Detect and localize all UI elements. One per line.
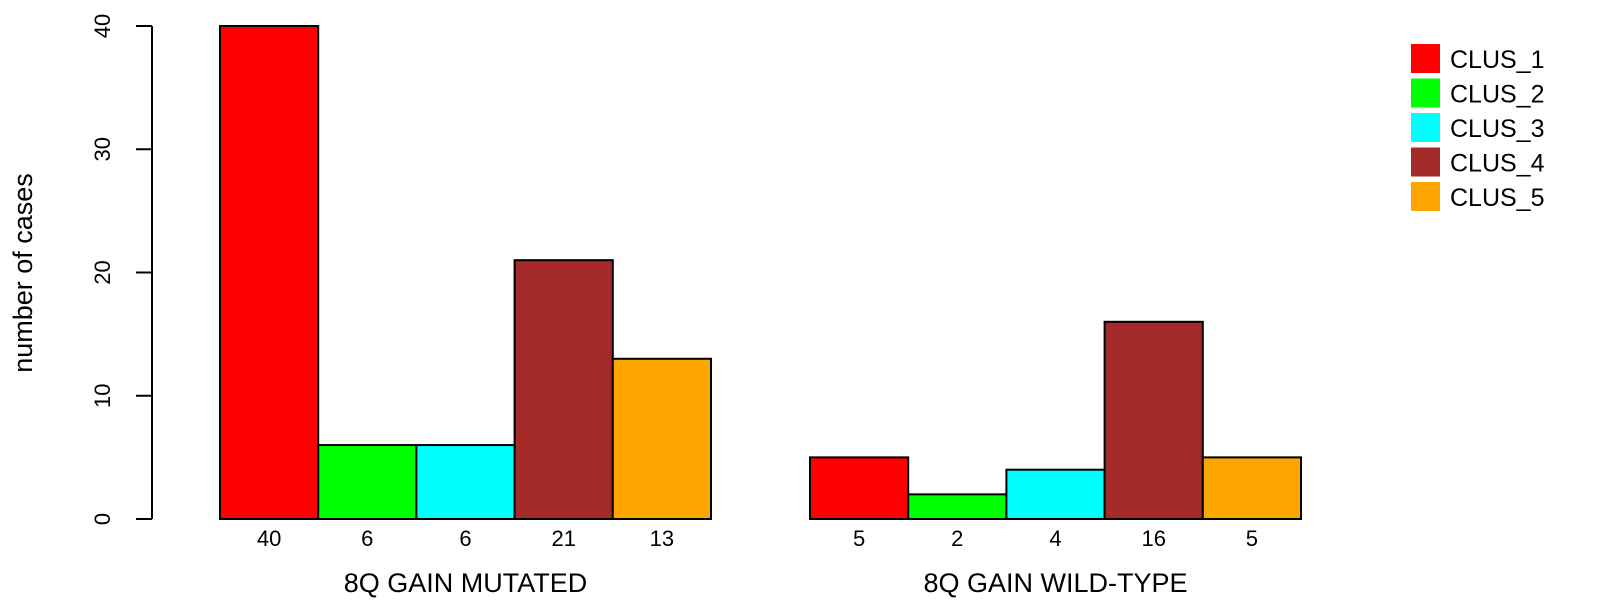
bar xyxy=(219,25,320,520)
y-tick-label: 20 xyxy=(90,260,115,284)
bar xyxy=(611,357,712,520)
y-axis: 0 10 20 30 40 xyxy=(90,14,153,525)
group-label: 8Q GAIN WILD-TYPE xyxy=(923,568,1187,598)
bar xyxy=(415,444,516,520)
y-tick-label: 40 xyxy=(90,14,115,38)
bar-value-label: 5 xyxy=(1246,526,1258,551)
group-labels: 8Q GAIN MUTATED 8Q GAIN WILD-TYPE xyxy=(344,568,1188,598)
y-tick-label: 10 xyxy=(90,384,115,408)
legend-swatch xyxy=(1411,147,1440,177)
bar-value-label: 4 xyxy=(1049,526,1061,551)
bar-value-label: 6 xyxy=(361,526,373,551)
legend-label: CLUS_5 xyxy=(1450,184,1545,212)
bar-value-label: 13 xyxy=(650,526,674,551)
bar-value-label: 2 xyxy=(951,526,963,551)
legend-label: CLUS_1 xyxy=(1450,46,1545,74)
y-tick-label: 30 xyxy=(90,137,115,161)
bar-value-labels: 40 6 6 21 13 5 2 4 16 5 xyxy=(257,526,1258,551)
bar-value-label: 21 xyxy=(551,526,575,551)
bar-value-label: 16 xyxy=(1141,526,1165,551)
bar xyxy=(317,444,418,520)
legend-swatch xyxy=(1411,182,1440,211)
legend-swatch xyxy=(1411,44,1440,73)
y-axis-label: number of cases xyxy=(8,173,38,373)
legend-swatch xyxy=(1411,78,1440,108)
bar xyxy=(1005,468,1106,521)
legend-label: CLUS_3 xyxy=(1450,115,1545,143)
bar xyxy=(1201,456,1303,520)
bar xyxy=(1103,320,1204,520)
bar xyxy=(907,493,1008,521)
legend-label: CLUS_2 xyxy=(1450,81,1545,109)
y-tick-label: 0 xyxy=(90,513,115,525)
bar-value-label: 5 xyxy=(853,526,865,551)
legend: CLUS_1 CLUS_2 CLUS_3 CLUS_4 CLUS_5 xyxy=(1411,44,1545,212)
group-label: 8Q GAIN MUTATED xyxy=(344,568,588,598)
bar xyxy=(809,456,910,520)
bars xyxy=(219,25,1303,521)
legend-swatch xyxy=(1411,113,1440,142)
bar-value-label: 40 xyxy=(257,526,281,551)
legend-label: CLUS_4 xyxy=(1450,150,1545,178)
bar xyxy=(513,259,614,520)
bar-value-label: 6 xyxy=(459,526,471,551)
